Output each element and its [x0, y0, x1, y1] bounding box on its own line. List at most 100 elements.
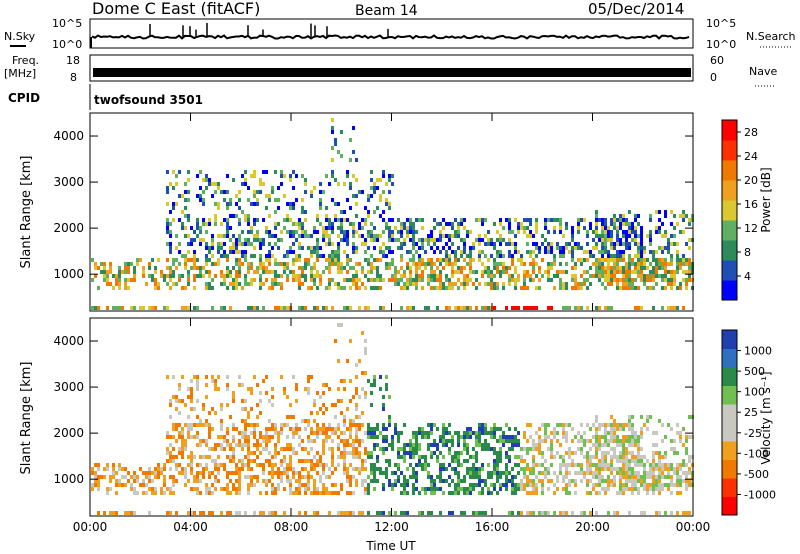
heatmap-cell — [676, 242, 679, 246]
heatmap-cell — [361, 467, 364, 471]
heatmap-cell — [337, 266, 340, 270]
heatmap-cell — [601, 246, 604, 250]
heatmap-cell — [187, 234, 190, 238]
heatmap-cell — [271, 403, 274, 407]
heatmap-cell — [301, 234, 304, 238]
heatmap-cell — [289, 246, 292, 250]
heatmap-cell — [631, 467, 634, 471]
heatmap-cell — [421, 278, 424, 282]
heatmap-cell — [433, 286, 436, 290]
heatmap-cell — [580, 447, 583, 451]
heatmap-cell — [391, 487, 394, 491]
heatmap-cell — [586, 455, 589, 459]
heatmap-cell — [145, 483, 148, 487]
heatmap-cell — [538, 439, 541, 443]
heatmap-cell — [337, 150, 340, 154]
heatmap-cell — [289, 174, 292, 178]
heatmap-cell — [595, 214, 598, 218]
heatmap-cell — [409, 447, 412, 451]
heatmap-cell — [628, 435, 631, 439]
heatmap-cell — [301, 270, 304, 274]
heatmap-cell — [337, 234, 340, 238]
heatmap-cell — [358, 395, 361, 399]
heatmap-cell — [460, 463, 463, 467]
heatmap-cell — [406, 511, 409, 515]
heatmap-cell — [442, 435, 445, 439]
heatmap-cell — [271, 475, 274, 479]
heatmap-cell — [373, 487, 376, 491]
heatmap-cell — [124, 475, 127, 479]
heatmap-cell — [280, 431, 283, 435]
heatmap-cell — [619, 214, 622, 218]
heatmap-cell — [274, 274, 277, 278]
heatmap-cell — [388, 178, 391, 182]
heatmap-cell — [508, 254, 511, 258]
heatmap-cell — [610, 242, 613, 246]
heatmap-cell — [460, 222, 463, 226]
heatmap-cell — [523, 431, 526, 435]
heatmap-cell — [571, 286, 574, 290]
heatmap-cell — [325, 214, 328, 218]
heatmap-cell — [430, 455, 433, 459]
heatmap-cell — [454, 467, 457, 471]
heatmap-cell — [220, 282, 223, 286]
heatmap-cell — [106, 278, 109, 282]
heatmap-cell — [688, 467, 691, 471]
heatmap-cell — [94, 306, 97, 310]
heatmap-cell — [400, 286, 403, 290]
heatmap-cell — [133, 266, 136, 270]
heatmap-cell — [229, 479, 232, 483]
heatmap-cell — [349, 258, 352, 262]
heatmap-cell — [442, 286, 445, 290]
heatmap-cell — [256, 383, 259, 387]
heatmap-cell — [289, 270, 292, 274]
colorbar-frame — [721, 119, 738, 301]
heatmap-cell — [343, 387, 346, 391]
heatmap-cell — [649, 467, 652, 471]
heatmap-cell — [292, 170, 295, 174]
heatmap-cell — [676, 222, 679, 226]
heatmap-cell — [676, 262, 679, 266]
heatmap-cell — [187, 427, 190, 431]
heatmap-cell — [661, 467, 664, 471]
heatmap-cell — [229, 202, 232, 206]
colorbar-swatch — [722, 441, 737, 460]
heatmap-cell — [325, 230, 328, 234]
heatmap-cell — [481, 423, 484, 427]
heatmap-cell — [523, 282, 526, 286]
heatmap-cell — [358, 226, 361, 230]
heatmap-cell — [655, 487, 658, 491]
heatmap-cell — [625, 475, 628, 479]
heatmap-cell — [220, 254, 223, 258]
heatmap-cell — [295, 451, 298, 455]
heatmap-cell — [595, 467, 598, 471]
heatmap-cell — [598, 270, 601, 274]
heatmap-cell — [172, 435, 175, 439]
heatmap-cell — [310, 274, 313, 278]
heatmap-cell — [478, 234, 481, 238]
heatmap-cell — [250, 262, 253, 266]
heatmap-cell — [613, 226, 616, 230]
heatmap-cell — [256, 423, 259, 427]
heatmap-cell — [535, 222, 538, 226]
heatmap-cell — [331, 250, 334, 254]
heatmap-cell — [661, 475, 664, 479]
heatmap-cell — [652, 483, 655, 487]
colorbar-swatch — [722, 496, 737, 516]
heatmap-cell — [175, 427, 178, 431]
heatmap-cell — [490, 242, 493, 246]
heatmap-cell — [235, 246, 238, 250]
heatmap-cell — [247, 451, 250, 455]
heatmap-cell — [271, 190, 274, 194]
heatmap-cell — [469, 262, 472, 266]
heatmap-cell — [577, 471, 580, 475]
heatmap-cell — [637, 479, 640, 483]
heatmap-cell — [580, 218, 583, 222]
heatmap-cell — [178, 447, 181, 451]
heatmap-cell — [652, 278, 655, 282]
heatmap-cell — [256, 230, 259, 234]
heatmap-cell — [367, 487, 370, 491]
heatmap-cell — [478, 427, 481, 431]
heatmap-cell — [103, 266, 106, 270]
